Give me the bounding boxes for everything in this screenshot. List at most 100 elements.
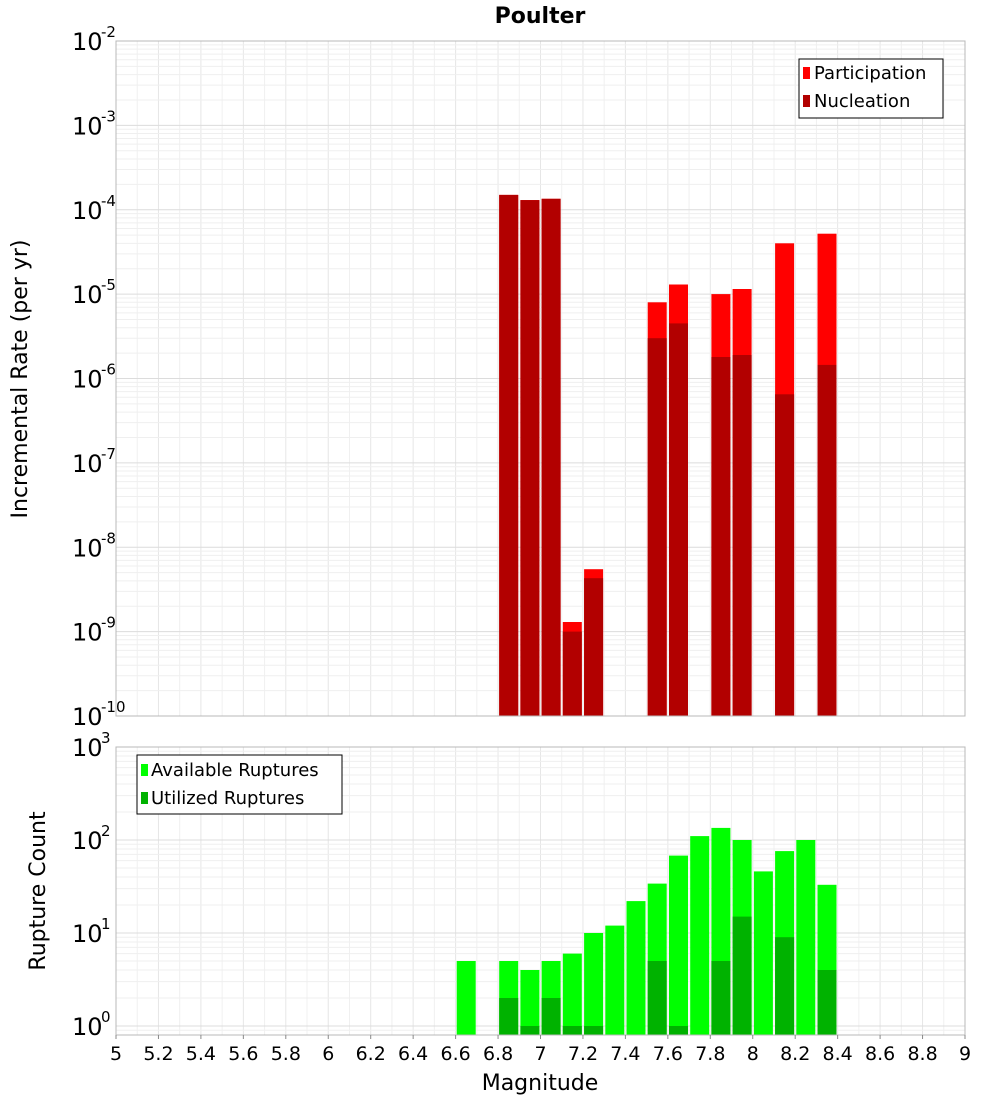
x-tick-label: 5 <box>110 1043 122 1065</box>
x-tick-label: 6 <box>322 1043 334 1065</box>
count-bar-available-ruptures <box>690 836 710 1035</box>
legend-label-participation: Participation <box>814 63 926 84</box>
top-legend: Participation Nucleation <box>798 58 944 119</box>
rate-bar-nucleation <box>817 364 837 716</box>
y-tick-label: 10 <box>72 197 103 225</box>
count-bar-utilized-ruptures <box>711 961 731 1035</box>
y-tick-label: 10 <box>72 734 103 762</box>
y-tick-exponent: -6 <box>101 361 116 379</box>
y-tick-label: 10 <box>72 920 103 948</box>
y-tick-label: 10 <box>72 366 103 394</box>
rate-bar-nucleation <box>775 394 795 716</box>
x-tick-label: 6.2 <box>356 1043 386 1065</box>
x-tick-label: 8.8 <box>907 1043 937 1065</box>
count-bar-utilized-ruptures <box>775 937 795 1035</box>
x-axis-label: Magnitude <box>482 1071 599 1096</box>
count-bar-utilized-ruptures <box>584 1026 604 1035</box>
count-bar-utilized-ruptures <box>669 1026 688 1035</box>
y-tick-exponent: -4 <box>101 192 116 210</box>
x-tick-label: 6.6 <box>440 1043 470 1065</box>
y-tick-exponent: 3 <box>101 729 111 747</box>
rate-bar-nucleation <box>647 338 667 716</box>
x-ticks: 5 5.2 5.4 5.6 5.8 6 6.2 6.4 6.6 6.8 7 7.2 7.4 7.6 7.8 8… <box>110 1035 971 1065</box>
chart-title: Poulter <box>495 4 586 29</box>
count-bar-available-ruptures <box>456 961 476 1035</box>
count-bar-utilized-ruptures <box>499 998 519 1035</box>
rate-bar-nucleation <box>732 355 752 716</box>
y-tick-label: 10 <box>72 534 103 562</box>
count-bar-utilized-ruptures <box>817 970 837 1035</box>
y-tick-exponent: -9 <box>101 614 116 632</box>
bottom-y-axis-label: Rupture Count <box>26 811 51 971</box>
count-bar-available-ruptures <box>605 925 625 1035</box>
count-bar-available-ruptures <box>753 871 773 1035</box>
y-tick-label: 10 <box>72 112 103 140</box>
count-bar-utilized-ruptures <box>541 998 561 1035</box>
x-tick-label: 8.4 <box>823 1043 853 1065</box>
y-tick-exponent: -3 <box>101 107 116 125</box>
count-bar-utilized-ruptures <box>647 961 667 1035</box>
legend-label-nucleation: Nucleation <box>814 91 910 112</box>
rate-bar-nucleation <box>541 198 561 717</box>
x-tick-label: 5.8 <box>271 1043 301 1065</box>
x-tick-label: 8.2 <box>780 1043 810 1065</box>
legend-swatch-nucleation <box>803 95 810 107</box>
count-bar-utilized-ruptures <box>732 916 752 1035</box>
y-tick-label: 10 <box>72 281 103 309</box>
x-tick-label: 5.4 <box>186 1043 216 1065</box>
count-bar-available-ruptures <box>626 901 646 1035</box>
y-tick-exponent: -2 <box>101 23 116 41</box>
x-tick-label: 7.2 <box>568 1043 598 1065</box>
y-tick-label: 10 <box>72 619 103 647</box>
y-tick-exponent: 2 <box>101 822 111 840</box>
x-tick-label: 9 <box>959 1043 971 1065</box>
legend-label-available: Available Ruptures <box>151 760 319 781</box>
x-tick-label: 8 <box>747 1043 759 1065</box>
legend-swatch-utilized <box>141 792 148 804</box>
top-plot-frame <box>115 40 966 717</box>
rate-bar-nucleation <box>562 631 582 716</box>
y-tick-exponent: 1 <box>101 915 111 933</box>
rate-bar-nucleation <box>584 578 604 716</box>
legend-label-utilized: Utilized Ruptures <box>151 788 304 809</box>
rate-bar-nucleation <box>499 194 519 716</box>
x-tick-label: 7 <box>534 1043 546 1065</box>
x-tick-label: 5.2 <box>143 1043 173 1065</box>
y-tick-label: 10 <box>72 703 103 731</box>
legend-swatch-participation <box>803 67 810 79</box>
top-y-axis-label: Incremental Rate (per yr) <box>8 240 33 519</box>
bottom-bars <box>456 827 837 1035</box>
top-grid <box>115 40 966 717</box>
x-tick-label: 7.8 <box>695 1043 725 1065</box>
y-tick-exponent: -8 <box>101 529 116 547</box>
bottom-legend: Available Ruptures Utilized Ruptures <box>136 754 343 815</box>
x-tick-label: 6.8 <box>483 1043 513 1065</box>
count-bar-available-ruptures <box>796 840 816 1035</box>
y-tick-exponent: -10 <box>101 698 126 716</box>
x-tick-label: 6.4 <box>398 1043 428 1065</box>
x-tick-label: 5.6 <box>228 1043 258 1065</box>
count-bar-utilized-ruptures <box>520 1026 540 1035</box>
legend-swatch-available <box>141 764 148 776</box>
rate-bar-nucleation <box>711 357 731 716</box>
top-bars <box>499 194 837 717</box>
y-tick-exponent: -7 <box>101 445 116 463</box>
x-tick-label: 8.6 <box>865 1043 895 1065</box>
y-tick-exponent: -5 <box>101 276 116 294</box>
count-bar-available-ruptures <box>584 933 604 1035</box>
y-tick-label: 10 <box>72 1013 103 1041</box>
rate-bar-nucleation <box>669 323 688 716</box>
y-tick-label: 10 <box>72 827 103 855</box>
count-bar-available-ruptures <box>669 855 688 1035</box>
count-bar-available-ruptures <box>562 953 582 1035</box>
bottom-legend-box <box>136 754 343 815</box>
x-tick-label: 7.4 <box>610 1043 640 1065</box>
count-bar-utilized-ruptures <box>562 1026 582 1035</box>
y-tick-exponent: 0 <box>101 1008 111 1026</box>
x-tick-label: 7.6 <box>653 1043 683 1065</box>
